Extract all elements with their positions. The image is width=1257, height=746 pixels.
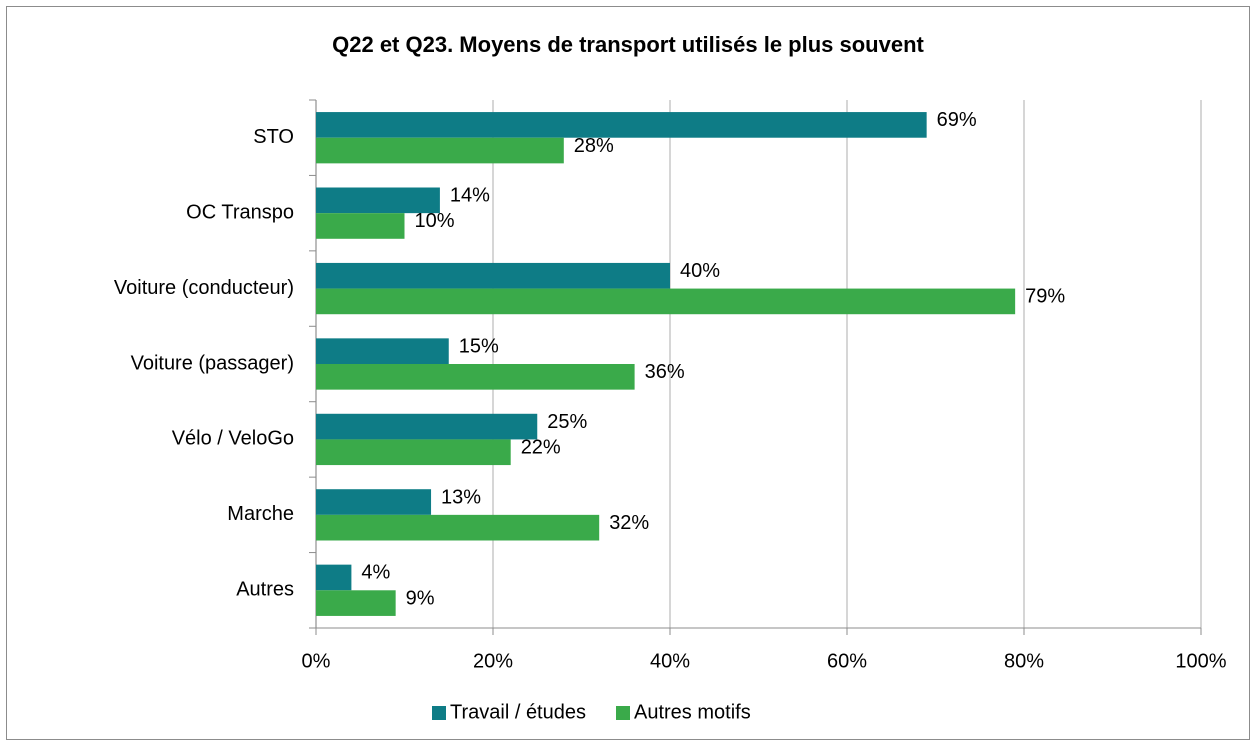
bar [316,262,670,289]
x-tick-label: 40% [650,650,690,672]
x-tick-label: 80% [1004,650,1044,672]
x-tick-label: 60% [827,650,867,672]
data-label: 40% [680,260,720,282]
legend-label: Autres motifs [634,701,751,723]
x-tick-label: 100% [1175,650,1226,672]
bar [316,338,449,364]
data-label: 22% [521,437,561,459]
data-label: 9% [406,587,435,609]
y-tick-label: STO [253,126,294,148]
bar [316,364,635,390]
bar [316,514,600,541]
y-tick-label: Autres [236,579,294,601]
bar [316,413,538,440]
data-label: 28% [574,135,614,157]
data-label: 79% [1025,286,1065,308]
bar [316,137,564,164]
bar [316,288,1016,315]
bar [316,187,440,214]
bar [316,213,405,239]
chart-title: Q22 et Q23. Moyens de transport utilisés… [332,32,924,57]
data-label: 10% [415,210,455,232]
legend-swatch [432,706,446,720]
data-label: 69% [937,109,977,131]
bar [316,564,352,591]
x-tick-label: 20% [473,650,513,672]
data-label: 13% [441,486,481,508]
y-tick-label: Voiture (conducteur) [114,277,294,299]
y-tick-label: Marche [227,503,294,525]
bar [316,590,396,616]
y-tick-label: Voiture (passager) [131,352,294,374]
legend-swatch [616,706,630,720]
bar [316,489,432,515]
data-label: 4% [361,562,390,584]
data-label: 36% [645,361,685,383]
x-tick-label: 0% [302,650,331,672]
y-tick-label: OC Transpo [186,201,294,223]
data-label: 25% [547,411,587,433]
data-label: 14% [450,185,490,207]
bar [316,112,927,138]
data-label: 32% [609,512,649,534]
bar [316,439,511,466]
legend-label: Travail / études [450,701,586,723]
data-label: 15% [459,335,499,357]
y-tick-label: Vélo / VeloGo [172,428,294,450]
